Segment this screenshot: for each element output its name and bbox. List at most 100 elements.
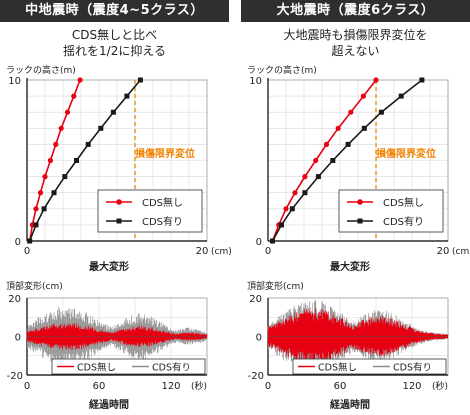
data-point [289, 206, 295, 212]
panel-subtitle: 大地震時も損傷限界変位を 超えない [241, 27, 470, 59]
data-point [315, 174, 321, 180]
legend-marker [116, 199, 122, 205]
panel-medium-earthquake: 中地震時（震度4~5クラス） CDS無しと比べ 揺れを1/2に抑える ラックの高… [0, 0, 232, 415]
data-point [33, 206, 39, 212]
legend-label: CDS無し [383, 196, 424, 209]
data-point [110, 109, 116, 115]
data-point [323, 141, 330, 147]
data-point [270, 238, 275, 244]
data-point [58, 125, 64, 131]
x-tick-label: 0 [265, 381, 271, 392]
x-tick-label: 120 [402, 381, 421, 392]
y-axis-label: ラックの高さ(m) [6, 64, 76, 76]
x-tick-label: 0 [24, 246, 30, 257]
y-tick-label: 20 [8, 294, 21, 305]
data-point [335, 125, 341, 131]
y-tick-label: 0 [15, 237, 21, 248]
charts-large: ラックの高さ(m)100020(cm)最大変形損傷限界変位CDS無しCDS有り頂… [247, 64, 470, 411]
data-point [419, 77, 425, 83]
legend-label: CDS有り [142, 215, 183, 228]
data-point [62, 174, 68, 180]
y-tick-label: -20 [7, 371, 23, 382]
data-point [348, 109, 354, 115]
data-point [27, 238, 33, 244]
legend-box [338, 189, 444, 233]
data-point [74, 158, 79, 163]
legend-marker [357, 199, 363, 205]
x-axis-label: 最大変形 [89, 260, 129, 273]
x-axis-label: 最大変形 [330, 260, 370, 273]
panel-header: 中地震時（震度4~5クラス） [0, 0, 229, 22]
data-point [345, 141, 351, 147]
data-point [33, 222, 39, 228]
data-point [283, 206, 289, 212]
data-point [313, 157, 319, 164]
panel-large-earthquake: 大地震時（震度6クラス） 大地震時も損傷限界変位を 超えない ラックの高さ(m)… [241, 0, 470, 415]
x-axis-unit: (秒) [432, 380, 448, 392]
legend-box [97, 189, 203, 233]
subtitle-line-2: 超えない [331, 44, 380, 58]
profile-chart: ラックの高さ(m)10 00 20(cm) 最大変形 損傷限界変位 CDS無し CDS有り [247, 64, 470, 273]
data-point [361, 125, 367, 131]
threshold-label: 損傷限界変位 [376, 147, 436, 160]
data-point [42, 174, 48, 180]
data-point [71, 93, 77, 99]
threshold-label: 損傷限界変位 [135, 147, 195, 160]
data-point [302, 190, 308, 196]
legend-box [292, 358, 447, 375]
y-axis-label: 頂部変形(cm) [6, 280, 63, 292]
legend-label: CDS有り [152, 362, 191, 374]
legend-label: CDS有り [383, 215, 424, 228]
y-tick-label: 20 [249, 294, 262, 305]
legend-label: CDS無し [77, 362, 116, 374]
waveform-series [26, 323, 208, 351]
panel-header: 大地震時（震度6クラス） [241, 0, 470, 22]
x-tick-label: 60 [93, 381, 106, 392]
y-tick-label: 10 [8, 76, 21, 87]
data-point [378, 109, 384, 115]
y-tick-label: 0 [256, 333, 262, 344]
data-point [85, 141, 91, 147]
legend-box [51, 358, 206, 375]
data-point [53, 141, 59, 147]
x-tick-label: 20 [196, 246, 209, 257]
data-point [51, 190, 57, 196]
x-axis-unit: (cm) [452, 247, 470, 257]
y-axis-label: ラックの高さ(m) [247, 64, 317, 76]
y-axis-label: 頂部変形(cm) [247, 280, 304, 292]
y-tick-label: 10 [249, 76, 262, 87]
data-point [47, 157, 54, 164]
legend-label: CDS有り [393, 362, 432, 374]
y-tick-label: 0 [256, 237, 262, 248]
x-axis-unit: (cm) [211, 247, 232, 257]
x-tick-label: 0 [265, 246, 271, 257]
x-tick-label: 60 [334, 381, 347, 392]
data-point [98, 125, 104, 131]
data-point [373, 77, 379, 83]
subtitle-line-2: 揺れを1/2に抑える [63, 44, 166, 58]
data-point [302, 174, 308, 180]
legend-marker [116, 218, 122, 224]
data-point [279, 222, 284, 228]
data-point [360, 93, 366, 99]
data-point [137, 77, 143, 83]
data-point [330, 158, 336, 163]
legend-label: CDS無し [142, 196, 183, 209]
x-tick-label: 120 [161, 381, 180, 392]
x-axis-unit: (秒) [191, 380, 207, 392]
waveform-series [267, 307, 449, 366]
data-point [41, 206, 47, 212]
legend-marker [357, 218, 363, 224]
x-axis-label: 経過時間 [89, 398, 129, 411]
profile-chart: ラックの高さ(m)10 00 20(cm) 最大変形 損傷限界変位 CDS無し CDS有り [6, 64, 232, 273]
data-point [398, 93, 404, 99]
x-axis-label: 経過時間 [330, 398, 370, 411]
subtitle-line-1: CDS無しと比べ [71, 28, 158, 42]
data-point [77, 77, 83, 83]
data-point [37, 190, 44, 196]
data-point [124, 93, 130, 99]
x-tick-label: 20 [437, 246, 450, 257]
